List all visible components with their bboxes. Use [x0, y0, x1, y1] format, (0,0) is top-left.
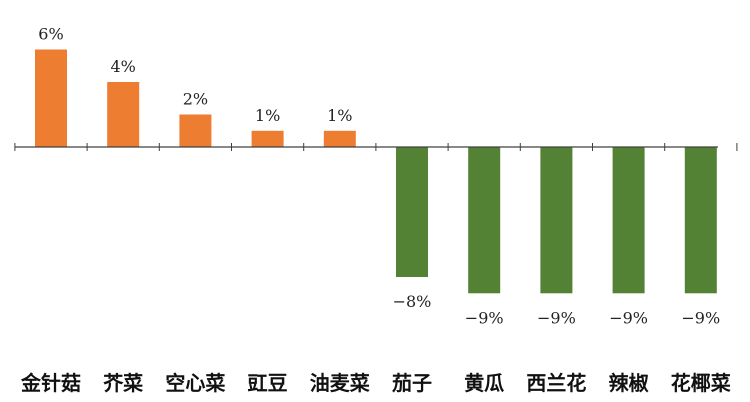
category-label-7: 黄瓜	[464, 371, 504, 395]
bar-9	[612, 147, 645, 294]
bar-1	[35, 49, 67, 147]
bar-2	[107, 82, 140, 147]
bars-group	[35, 49, 717, 294]
category-label-2: 芥菜	[103, 371, 143, 395]
category-labels-group: 金针菇 芥菜 空心菜 豇豆 油麦菜 茄子 黄瓜 西兰花 辣椒 花椰菜	[20, 371, 731, 395]
bar-3	[179, 114, 212, 147]
data-label-6: −8%	[393, 292, 432, 311]
data-label-8: −9%	[537, 308, 576, 327]
category-label-8: 西兰花	[526, 371, 586, 395]
data-label-1: 6%	[38, 25, 63, 44]
bar-8	[540, 147, 573, 294]
value-labels-group: 6% 4% 2% 1% 1% −8% −9% −9% −9% −9%	[38, 25, 720, 328]
bar-10	[684, 147, 717, 294]
data-label-7: −9%	[465, 308, 504, 327]
axis-group	[14, 143, 738, 151]
data-label-4: 1%	[255, 106, 280, 125]
bar-7	[468, 147, 501, 294]
category-label-1: 金针菇	[20, 371, 81, 395]
bar-5	[323, 130, 356, 148]
data-label-5: 1%	[327, 106, 352, 125]
category-label-9: 辣椒	[609, 371, 649, 395]
data-label-9: −9%	[609, 308, 648, 327]
data-label-10: −9%	[681, 308, 720, 327]
category-label-4: 豇豆	[248, 371, 288, 395]
bar-6	[396, 147, 428, 277]
data-label-3: 2%	[183, 90, 208, 109]
category-label-6: 茄子	[391, 371, 432, 395]
category-label-3: 空心菜	[165, 371, 225, 395]
category-label-10: 花椰菜	[671, 371, 731, 395]
data-label-2: 4%	[111, 57, 136, 76]
category-label-5: 油麦菜	[310, 371, 370, 395]
bar-4	[251, 130, 284, 148]
